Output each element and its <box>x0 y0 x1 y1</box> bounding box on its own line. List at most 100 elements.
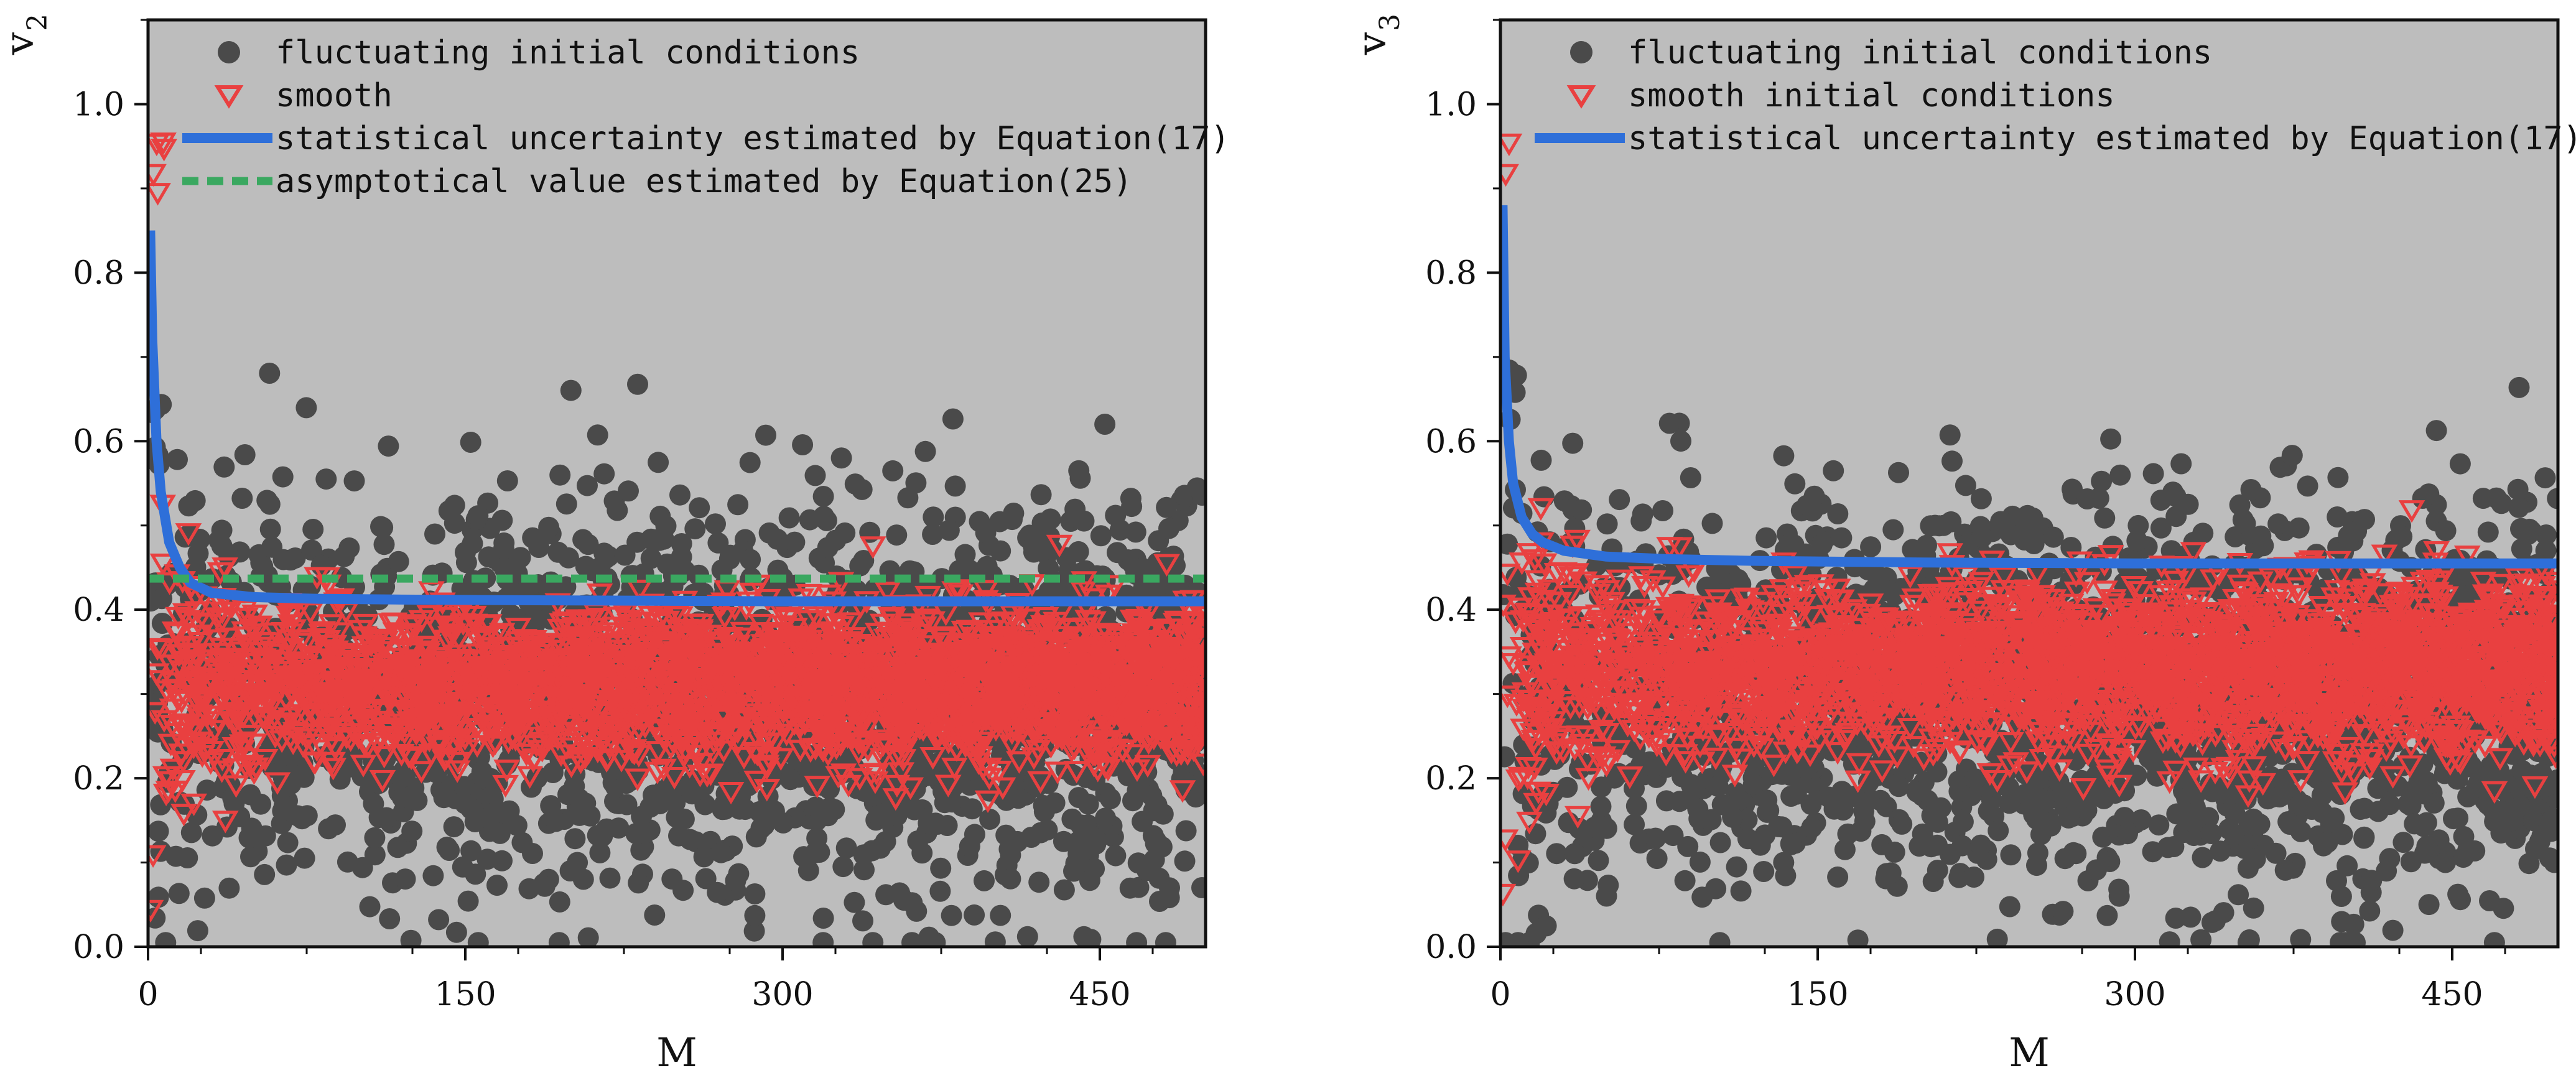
data-point <box>673 808 695 830</box>
data-point <box>837 612 864 635</box>
data-point <box>303 705 330 728</box>
data-point <box>944 699 970 722</box>
data-point <box>388 743 415 767</box>
data-point <box>817 805 839 827</box>
data-point <box>1053 634 1079 657</box>
data-point <box>667 606 694 629</box>
data-point <box>479 715 506 738</box>
data-point <box>979 809 1001 830</box>
data-point <box>820 634 847 658</box>
data-point <box>793 846 815 868</box>
data-point <box>616 794 638 816</box>
data-point <box>687 753 715 776</box>
data-point <box>774 607 802 630</box>
data-point <box>547 744 575 767</box>
data-point <box>320 758 346 781</box>
data-point <box>640 547 662 569</box>
data-point <box>1171 768 1193 790</box>
data-point <box>941 581 968 604</box>
data-point <box>626 579 653 603</box>
data-point <box>1030 484 1052 506</box>
data-point <box>587 424 608 446</box>
data-point <box>1168 624 1196 647</box>
data-point <box>577 927 599 947</box>
data-point <box>668 825 689 847</box>
data-point <box>1025 740 1052 763</box>
data-point <box>668 660 695 684</box>
data-point <box>486 875 508 896</box>
data-point <box>742 725 770 748</box>
data-point <box>346 681 373 704</box>
data-point <box>462 692 490 716</box>
data-point <box>318 818 340 840</box>
data-point <box>452 667 479 690</box>
data-point <box>1169 780 1196 803</box>
data-point <box>148 899 164 923</box>
data-point <box>707 532 729 554</box>
data-point <box>310 555 332 576</box>
data-point <box>557 648 585 671</box>
data-point <box>1016 926 1038 947</box>
data-point <box>830 447 852 469</box>
data-point <box>403 671 430 694</box>
data-point <box>814 744 842 767</box>
data-point <box>418 581 445 604</box>
data-point <box>496 554 518 576</box>
data-point <box>812 486 834 507</box>
data-point <box>1084 760 1112 783</box>
data-point <box>822 706 849 729</box>
data-point <box>564 775 585 797</box>
data-point <box>878 607 905 630</box>
data-point <box>149 553 177 577</box>
data-point <box>431 749 458 773</box>
data-point <box>979 689 1007 712</box>
data-point <box>157 654 184 677</box>
data-point <box>505 618 532 641</box>
data-point <box>251 749 279 772</box>
data-point <box>261 536 283 558</box>
data-point <box>315 468 337 490</box>
data-point <box>1164 679 1191 702</box>
data-point <box>231 488 253 509</box>
data-point <box>614 544 636 566</box>
data-point <box>407 717 435 740</box>
data-point <box>1062 723 1089 746</box>
data-point <box>580 617 608 641</box>
data-point <box>865 783 887 805</box>
data-point <box>1152 689 1179 712</box>
data-point <box>985 760 1013 784</box>
data-point <box>511 685 538 708</box>
data-point <box>350 755 377 778</box>
data-point <box>988 690 1015 714</box>
data-point <box>644 741 672 764</box>
data-point <box>552 611 579 634</box>
data-point <box>1058 664 1085 687</box>
data-point <box>661 684 688 707</box>
data-point <box>1025 712 1052 735</box>
data-point <box>766 651 793 674</box>
data-point <box>491 509 513 531</box>
data-point <box>669 665 695 689</box>
data-point <box>254 825 276 847</box>
data-point <box>436 836 458 858</box>
data-point <box>493 760 521 783</box>
data-point <box>851 478 873 500</box>
data-point <box>453 776 475 797</box>
data-point <box>252 636 279 659</box>
data-point <box>277 727 304 750</box>
data-point <box>670 628 697 651</box>
data-point <box>478 807 500 829</box>
data-point <box>549 613 576 636</box>
data-point <box>784 531 806 553</box>
data-point <box>779 769 801 791</box>
data-point <box>1138 623 1165 646</box>
data-point <box>324 682 351 705</box>
data-point <box>1158 887 1180 909</box>
data-point <box>1055 726 1082 749</box>
data-point <box>369 769 396 793</box>
data-point <box>384 713 411 737</box>
data-point <box>781 671 808 694</box>
data-point <box>1108 664 1135 687</box>
data-point <box>901 932 923 947</box>
